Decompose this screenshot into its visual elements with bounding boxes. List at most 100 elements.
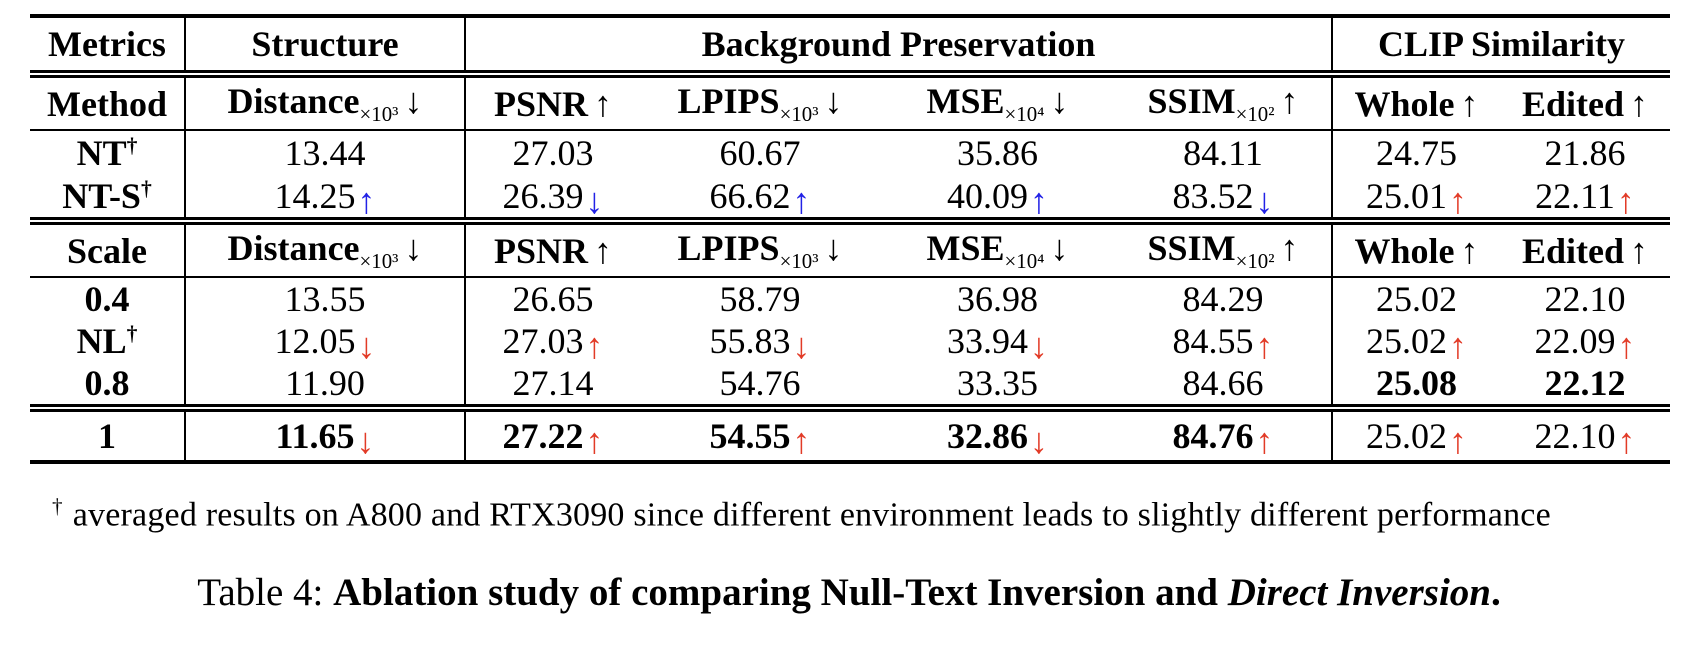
paper-page: Metrics Structure Background Preservatio… xyxy=(0,14,1698,666)
cell-value: 14.25 xyxy=(274,176,356,216)
cell-value: 27.03 xyxy=(502,321,584,361)
dagger-icon: † xyxy=(52,494,63,518)
caption-prefix: Table 4: xyxy=(197,571,334,615)
dagger-icon: † xyxy=(126,133,138,157)
cell-mse: 33.94↓ xyxy=(880,320,1115,366)
column-header-psnr: PSNR ↑ xyxy=(465,74,640,131)
column-name: MSE xyxy=(926,81,1005,122)
row-label: NL† xyxy=(30,320,186,362)
cell-lpips: 66.62↑ xyxy=(640,175,880,225)
cell-mse: 36.98 xyxy=(880,277,1115,320)
cell-ssim: 84.76↑ xyxy=(1115,408,1333,462)
higher-better-arrow-icon: ↑ xyxy=(1630,83,1649,124)
decrease-arrow-icon: ↓ xyxy=(585,181,604,222)
cell-value: 22.10 xyxy=(1544,279,1626,319)
cell-lpips: 58.79 xyxy=(640,277,880,320)
column-name: Edited xyxy=(1521,83,1625,124)
column-name: SSIM xyxy=(1147,228,1236,269)
row-label: NT-S† xyxy=(30,175,186,225)
column-header-lpips: LPIPS×10³ ↓ xyxy=(640,221,880,278)
higher-better-arrow-icon: ↑ xyxy=(594,230,612,271)
cell-psnr: 26.39↓ xyxy=(465,175,640,225)
cell-value: 24.75 xyxy=(1376,133,1457,173)
column-header-distance: Distance×10³ ↓ xyxy=(185,74,466,131)
column-name: LPIPS xyxy=(677,81,780,122)
column-header-mse: MSE×10⁴ ↓ xyxy=(880,221,1115,278)
cell-value: 35.86 xyxy=(957,133,1038,173)
cell-mse: 35.86 xyxy=(880,130,1115,175)
row-label: NT† xyxy=(30,130,186,175)
cell-ssim: 84.66 xyxy=(1115,362,1333,412)
cell-value: 84.29 xyxy=(1182,279,1264,319)
cell-distance: 11.65↓ xyxy=(185,408,466,462)
column-name: Distance xyxy=(227,228,360,269)
increase-arrow-icon: ↑ xyxy=(357,181,376,222)
cell-value: 32.86 xyxy=(947,416,1028,456)
column-header-ssim: SSIM×10² ↑ xyxy=(1115,74,1333,131)
cell-mse: 40.09↑ xyxy=(880,175,1115,225)
cell-value: 25.02 xyxy=(1366,321,1447,361)
caption-bold-text: Ablation study of comparing Null-Text In… xyxy=(333,571,1228,615)
caption-italic-text: Direct Inversion xyxy=(1227,571,1491,615)
cell-value: 25.01 xyxy=(1366,176,1447,216)
increase-arrow-icon: ↑ xyxy=(792,421,811,462)
increase-arrow-icon: ↑ xyxy=(1255,326,1274,367)
decrease-arrow-icon: ↓ xyxy=(357,326,376,367)
column-header-distance: Distance×10³ ↓ xyxy=(185,221,466,278)
cell-distance: 13.44 xyxy=(185,130,466,175)
lower-better-arrow-icon: ↓ xyxy=(1050,228,1069,269)
cell-whole: 25.08 xyxy=(1332,362,1500,412)
cell-whole: 25.02↑ xyxy=(1332,408,1500,462)
column-name: PSNR xyxy=(493,230,588,271)
cell-ssim: 84.55↑ xyxy=(1115,320,1333,366)
cell-value: 26.39 xyxy=(502,176,584,216)
decrease-arrow-icon: ↓ xyxy=(1255,181,1274,222)
increase-arrow-icon: ↑ xyxy=(585,421,604,462)
cell-value: 25.02 xyxy=(1366,416,1447,456)
row-label-header: Scale xyxy=(30,221,186,278)
cell-lpips: 55.83↓ xyxy=(640,320,880,366)
cell-ssim: 84.11 xyxy=(1115,130,1333,175)
cell-ssim: 84.29 xyxy=(1115,277,1333,320)
cell-value: 21.86 xyxy=(1544,133,1626,173)
cell-value: 22.12 xyxy=(1544,363,1626,403)
cell-lpips: 54.55↑ xyxy=(640,408,880,462)
cell-psnr: 27.03↑ xyxy=(465,320,640,366)
increase-arrow-icon: ↑ xyxy=(585,326,604,367)
results-table: Metrics Structure Background Preservatio… xyxy=(30,14,1671,464)
cell-value: 84.66 xyxy=(1182,363,1264,403)
cell-value: 84.55 xyxy=(1172,321,1254,361)
decrease-arrow-icon: ↓ xyxy=(1030,421,1048,462)
cell-lpips: 54.76 xyxy=(640,362,880,412)
row-label: 1 xyxy=(30,408,186,462)
cell-value: 26.65 xyxy=(512,279,594,319)
footnote-text: averaged results on A800 and RTX3090 sin… xyxy=(72,496,1551,534)
cell-whole: 25.02 xyxy=(1332,277,1500,320)
cell-value: 27.14 xyxy=(512,363,594,403)
column-name: Edited xyxy=(1521,230,1625,271)
group-header-structure: Structure xyxy=(185,16,466,78)
column-header-whole: Whole ↑ xyxy=(1332,221,1500,278)
cell-value: 33.35 xyxy=(957,363,1038,403)
column-scale-subscript: ×10⁴ xyxy=(1004,248,1045,273)
cell-value: 83.52 xyxy=(1172,176,1254,216)
cell-value: 84.76 xyxy=(1172,416,1254,456)
caption-suffix: . xyxy=(1491,571,1501,615)
column-scale-subscript: ×10³ xyxy=(779,101,819,126)
cell-value: 60.67 xyxy=(719,133,801,173)
cell-distance: 11.90 xyxy=(185,362,466,412)
higher-better-arrow-icon: ↑ xyxy=(1630,230,1649,271)
cell-psnr: 27.14 xyxy=(465,362,640,412)
cell-value: 13.55 xyxy=(284,279,366,319)
higher-better-arrow-icon: ↑ xyxy=(1280,228,1299,269)
increase-arrow-icon: ↑ xyxy=(1617,326,1636,367)
column-name: SSIM xyxy=(1147,81,1236,122)
cell-value: 27.03 xyxy=(512,133,594,173)
decrease-arrow-icon: ↓ xyxy=(356,421,375,462)
group-header-row: Metrics Structure Background Preservatio… xyxy=(30,16,1671,78)
cell-value: 22.11 xyxy=(1535,176,1615,216)
cell-whole: 25.01↑ xyxy=(1332,175,1500,225)
cell-psnr: 27.22↑ xyxy=(465,408,640,462)
cell-edited: 22.10↑ xyxy=(1500,408,1670,462)
cell-edited: 21.86 xyxy=(1500,130,1670,175)
